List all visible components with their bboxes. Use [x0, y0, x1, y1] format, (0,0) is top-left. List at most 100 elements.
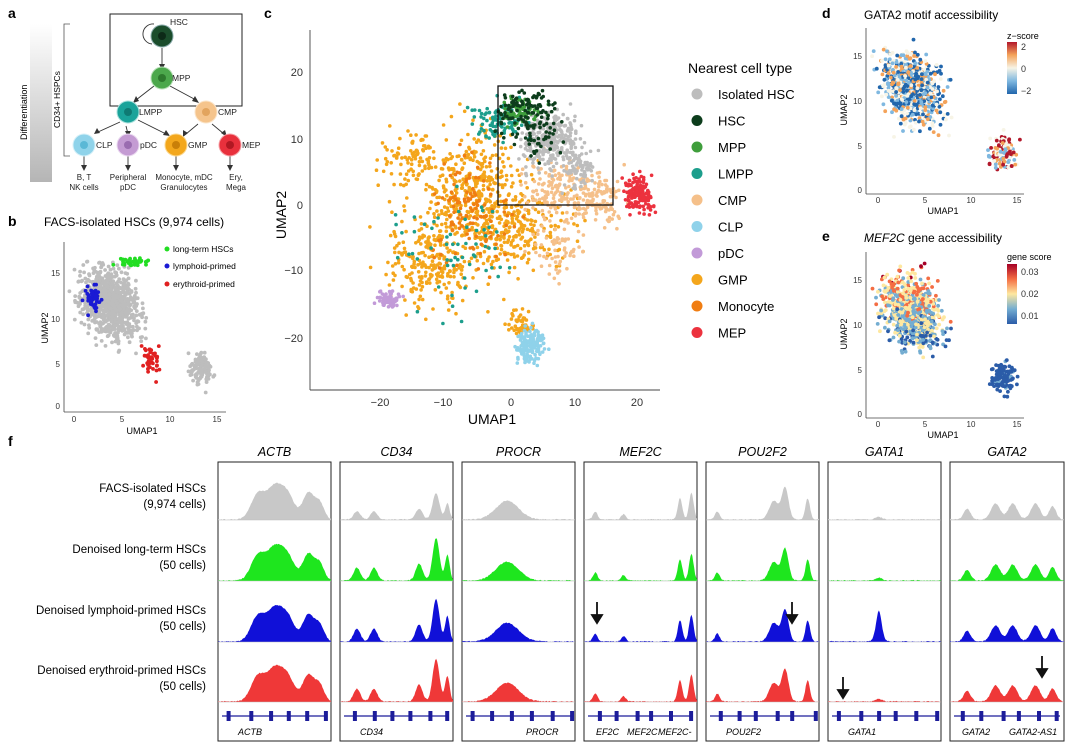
umap-point [402, 204, 406, 208]
umap-point [641, 175, 646, 180]
umap-point [198, 376, 203, 380]
umap-point [409, 158, 414, 162]
umap-point [531, 123, 536, 128]
umap-point [549, 190, 554, 195]
umap-point [602, 191, 606, 195]
umap-point [505, 258, 510, 262]
umap-point [593, 218, 598, 222]
umap-point [539, 243, 544, 247]
umap-point [604, 206, 609, 211]
umap-point [531, 198, 535, 203]
umap-point [440, 222, 444, 227]
umap-point [626, 203, 631, 207]
tick: 10 [166, 415, 175, 424]
umap-point [927, 281, 931, 286]
umap-point [549, 109, 554, 114]
umap-point [102, 327, 107, 332]
umap-point [633, 179, 637, 184]
umap-point [914, 112, 919, 117]
umap-point [477, 231, 482, 235]
umap-point [457, 226, 462, 231]
umap-point [896, 81, 901, 86]
umap-point [465, 232, 469, 236]
legend-swatch [691, 300, 703, 312]
umap-point [368, 225, 372, 229]
umap-point [445, 274, 450, 278]
umap-point [870, 54, 874, 59]
scatter-d-points [870, 37, 1022, 172]
umap-point [409, 162, 414, 166]
umap-point [437, 256, 442, 261]
umap-point [531, 161, 535, 165]
umap-point [527, 348, 532, 353]
umap-point [433, 288, 438, 292]
legend-swatch [691, 141, 703, 153]
umap-point [920, 72, 924, 77]
umap-point [510, 221, 514, 225]
umap-point [190, 369, 194, 374]
umap-point [882, 77, 887, 82]
umap-point [563, 237, 568, 241]
umap-point [471, 186, 475, 191]
umap-point [543, 190, 547, 194]
umap-point [440, 270, 445, 274]
umap-point [134, 278, 138, 283]
umap-point [923, 59, 928, 63]
legend-item: Isolated HSC [718, 87, 795, 102]
umap-point [406, 178, 411, 183]
umap-point [440, 196, 445, 200]
umap-point [567, 161, 571, 165]
umap-point [541, 149, 545, 154]
umap-point [912, 108, 917, 113]
umap-point [552, 106, 557, 111]
umap-point [433, 165, 438, 169]
umap-point [477, 108, 482, 113]
highlight-point [118, 256, 123, 261]
umap-point [420, 284, 425, 289]
umap-point [527, 251, 531, 255]
umap-point [513, 244, 517, 249]
umap-point [871, 49, 876, 53]
umap-point [629, 183, 633, 188]
umap-point [541, 94, 545, 99]
umap-point [478, 251, 483, 256]
umap-point [523, 108, 527, 113]
umap-point [464, 177, 469, 182]
umap-point [400, 156, 404, 160]
umap-point [462, 276, 467, 280]
umap-point [510, 326, 514, 330]
umap-point [468, 246, 473, 250]
highlight-point [137, 260, 142, 264]
umap-point [558, 150, 563, 155]
umap-point [906, 97, 910, 102]
umap-point [521, 215, 526, 219]
umap-point [579, 172, 583, 177]
umap-point [593, 181, 597, 185]
umap-point [921, 122, 926, 127]
umap-point [435, 209, 439, 213]
umap-point [563, 133, 568, 137]
umap-point [461, 177, 466, 181]
label-gmp: GMP [188, 140, 208, 150]
umap-point [487, 210, 492, 215]
cell-gmp [164, 133, 188, 157]
umap-point [507, 266, 512, 270]
umap-point [921, 112, 925, 117]
umap-point [894, 65, 898, 69]
umap-point [518, 200, 522, 204]
umap-point [912, 54, 916, 58]
umap-point [514, 135, 518, 139]
umap-point [532, 94, 536, 98]
umap-point [880, 58, 884, 63]
umap-point [91, 271, 96, 275]
umap-point [519, 192, 523, 196]
umap-point [535, 201, 540, 206]
umap-point [403, 155, 408, 160]
umap-point [479, 235, 484, 240]
umap-point [516, 277, 520, 281]
umap-point [448, 248, 452, 253]
umap-point [460, 183, 465, 187]
umap-point [404, 274, 409, 279]
colorbar-title: z−score [1007, 31, 1039, 41]
umap-point [589, 194, 594, 198]
